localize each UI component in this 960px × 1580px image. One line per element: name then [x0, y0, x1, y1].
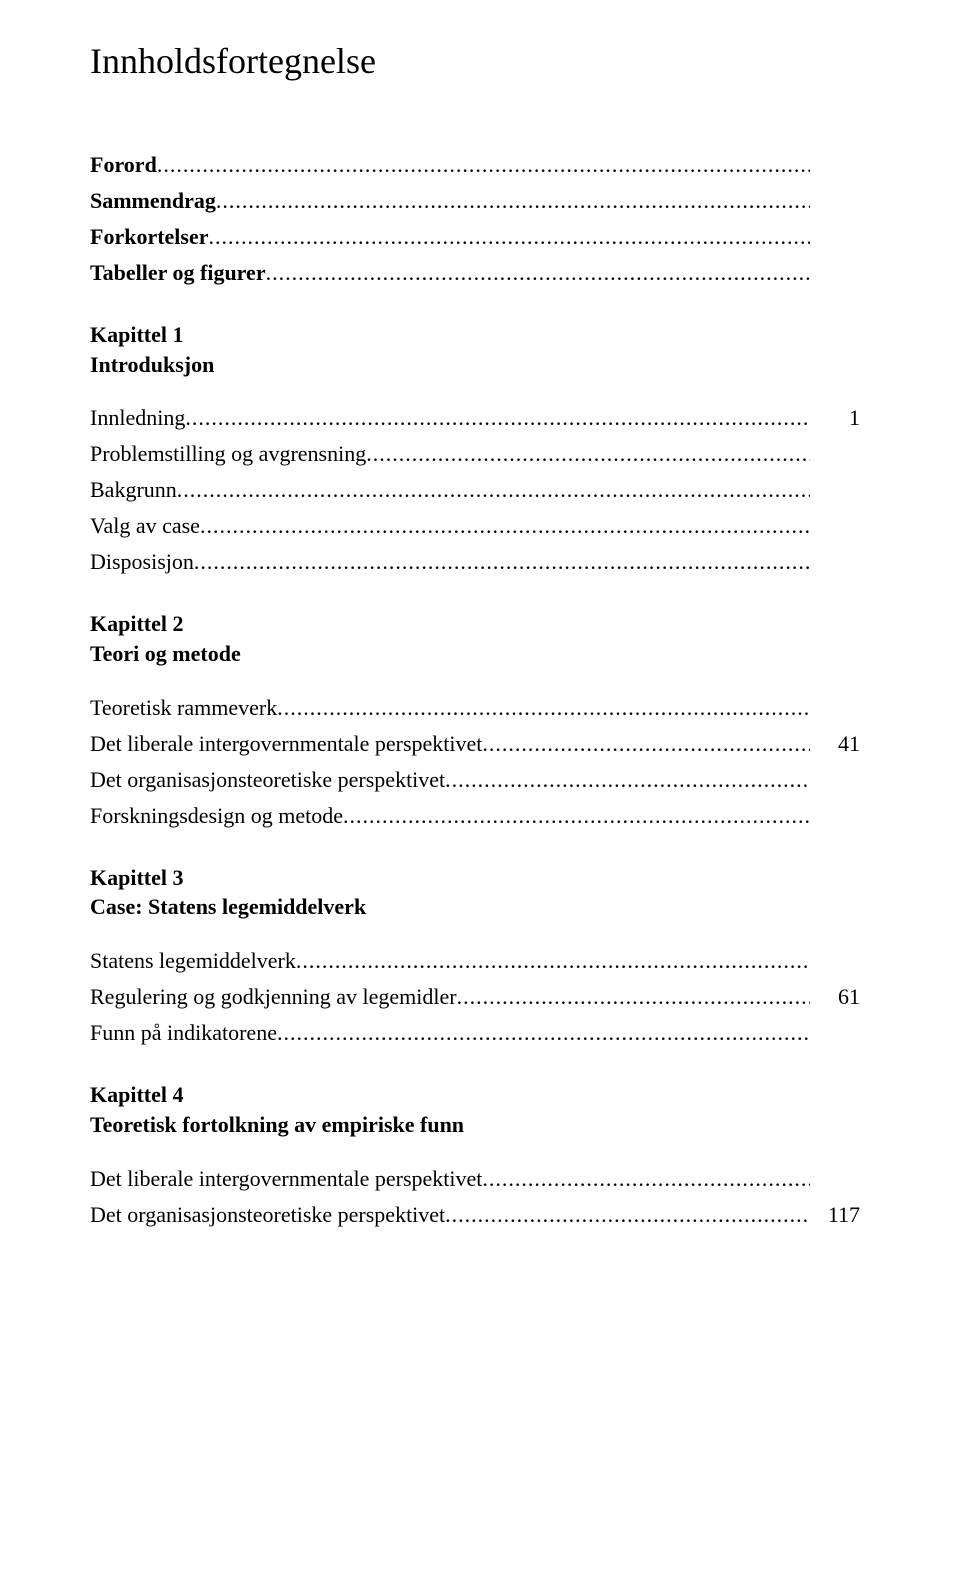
toc-entry: Disposisjon [90, 549, 860, 575]
toc-entry: Problemstilling og avgrensning [90, 441, 860, 467]
leader-dots [445, 767, 810, 793]
toc-entry: Funn på indikatorene [90, 1020, 860, 1046]
toc-label: Disposisjon [90, 549, 194, 575]
toc-entry: Det organisasjonsteoretiske perspektivet… [90, 1202, 860, 1228]
chapter-number: Kapittel 1 [90, 320, 860, 350]
chapter-number: Kapittel 2 [90, 609, 860, 639]
toc-label: Valg av case [90, 513, 200, 539]
leader-dots [185, 405, 810, 431]
toc-page: 1 [810, 405, 860, 431]
toc-label: Forord [90, 152, 157, 178]
leader-dots [157, 152, 810, 178]
toc-entry: Valg av case [90, 513, 860, 539]
toc-label: Det liberale intergovernmentale perspekt… [90, 1166, 482, 1192]
chapter-heading: Kapittel 3 Case: Statens legemiddelverk [90, 863, 860, 922]
toc-label: Det organisasjonsteoretiske perspektivet [90, 767, 445, 793]
toc-label: Bakgrunn [90, 477, 177, 503]
toc-entry: Det liberale intergovernmentale perspekt… [90, 731, 860, 757]
toc-page: 61 [810, 984, 860, 1010]
leader-dots [194, 549, 810, 575]
toc-entry: Statens legemiddelverk [90, 948, 860, 974]
chapter-title: Teoretisk fortolkning av empiriske funn [90, 1110, 860, 1140]
leader-dots [343, 803, 810, 829]
leader-dots [216, 188, 810, 214]
toc-label: Forskningsdesign og metode [90, 803, 343, 829]
toc-entry: Bakgrunn [90, 477, 860, 503]
toc-entry: Innledning 1 [90, 405, 860, 431]
leader-dots [277, 1020, 810, 1046]
leader-dots [482, 1166, 810, 1192]
chapter-title: Teori og metode [90, 639, 860, 669]
toc-entry: Forord [90, 152, 860, 178]
leader-dots [177, 477, 810, 503]
toc-label: Sammendrag [90, 188, 216, 214]
toc-entry: Forskningsdesign og metode [90, 803, 860, 829]
chapter-heading: Kapittel 2 Teori og metode [90, 609, 860, 668]
chapter-title: Introduksjon [90, 350, 860, 380]
toc-entry: Forkortelser [90, 224, 860, 250]
page-title: Innholdsfortegnelse [90, 40, 860, 82]
leader-dots [209, 224, 811, 250]
toc-label: Teoretisk rammeverk [90, 695, 277, 721]
leader-dots [296, 948, 810, 974]
toc-label: Forkortelser [90, 224, 209, 250]
toc-label: Regulering og godkjenning av legemidler [90, 984, 457, 1010]
leader-dots [266, 260, 810, 286]
chapter-heading: Kapittel 4 Teoretisk fortolkning av empi… [90, 1080, 860, 1139]
leader-dots [482, 731, 810, 757]
chapter-number: Kapittel 4 [90, 1080, 860, 1110]
leader-dots [200, 513, 810, 539]
toc-page: 117 [810, 1202, 860, 1228]
toc-label: Det liberale intergovernmentale perspekt… [90, 731, 482, 757]
toc-label: Tabeller og figurer [90, 260, 266, 286]
toc-label: Problemstilling og avgrensning [90, 441, 366, 467]
toc-label: Statens legemiddelverk [90, 948, 296, 974]
toc-label: Innledning [90, 405, 185, 431]
toc-entry: Det organisasjonsteoretiske perspektivet [90, 767, 860, 793]
toc-entry: Regulering og godkjenning av legemidler … [90, 984, 860, 1010]
toc-entry: Tabeller og figurer [90, 260, 860, 286]
toc-label: Funn på indikatorene [90, 1020, 277, 1046]
leader-dots [457, 984, 810, 1010]
leader-dots [445, 1202, 810, 1228]
leader-dots [277, 695, 810, 721]
toc-entry: Det liberale intergovernmentale perspekt… [90, 1166, 860, 1192]
toc-entry: Sammendrag [90, 188, 860, 214]
chapter-title: Case: Statens legemiddelverk [90, 892, 860, 922]
chapter-heading: Kapittel 1 Introduksjon [90, 320, 860, 379]
leader-dots [366, 441, 810, 467]
toc-entry: Teoretisk rammeverk [90, 695, 860, 721]
toc-page: 41 [810, 731, 860, 757]
chapter-number: Kapittel 3 [90, 863, 860, 893]
toc-label: Det organisasjonsteoretiske perspektivet [90, 1202, 445, 1228]
